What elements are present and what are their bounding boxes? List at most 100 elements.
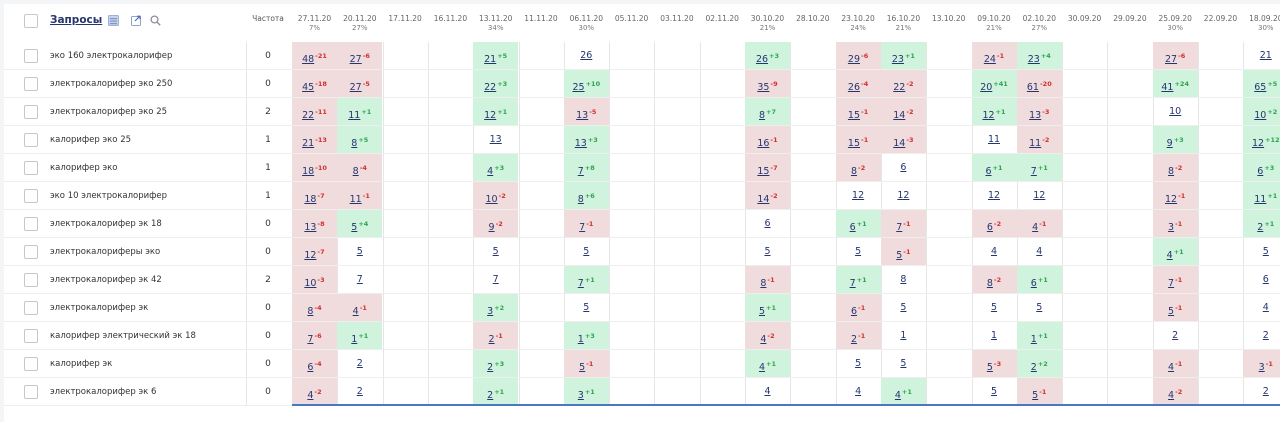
position-cell[interactable]: 2+3 [473,350,519,378]
position-cell[interactable]: 5 [972,378,1017,406]
position-rank[interactable]: 8 [577,194,584,205]
position-cell[interactable]: 7+1 [563,266,609,294]
position-value[interactable]: 12 [881,182,926,210]
position-cell[interactable]: 23+1 [880,42,926,70]
position-cell[interactable]: 5 [881,350,926,378]
position-rank[interactable]: 7 [579,222,586,233]
position-value[interactable]: 2 [1153,322,1198,350]
position-value[interactable]: 5 [881,294,926,322]
position-cell[interactable]: 4+1 [880,378,926,406]
position-rank[interactable]: 6 [764,218,771,229]
position-cell[interactable]: 11 [972,126,1017,154]
position-cell[interactable]: 7-1 [1152,266,1198,294]
position-value[interactable]: 1 [972,322,1017,350]
position-rank[interactable]: 13 [1029,110,1042,121]
position-cell[interactable]: 5 [337,238,382,266]
position-rank[interactable]: 14 [893,110,906,121]
position-rank[interactable]: 2 [487,362,494,373]
position-value[interactable]: 22-11 [292,98,337,130]
position-rank[interactable]: 7 [577,278,584,289]
position-value[interactable]: 4 [836,378,881,406]
position-rank[interactable]: 2 [1262,330,1269,341]
position-rank[interactable]: 6 [985,166,992,177]
position-value[interactable]: 5 [473,238,518,266]
position-value[interactable]: 2 [1243,378,1280,406]
position-rank[interactable]: 4 [990,246,998,257]
position-rank[interactable]: 4 [1036,246,1043,257]
position-cell[interactable]: 2 [1243,322,1280,350]
position-rank[interactable]: 4 [307,390,314,401]
position-rank[interactable]: 8 [850,166,857,177]
position-cell[interactable]: 1 [972,322,1017,350]
position-value[interactable]: 6-1 [836,294,881,326]
position-rank[interactable]: 12 [982,110,995,121]
position-value[interactable]: 12+1 [473,98,518,130]
position-rank[interactable]: 13 [574,138,587,149]
position-rank[interactable]: 22 [484,82,497,93]
position-rank[interactable]: 18 [302,166,315,177]
position-cell[interactable]: 7+1 [835,266,881,294]
position-cell[interactable]: 14-3 [880,126,926,154]
position-value[interactable]: 26 [564,42,609,70]
position-rank[interactable]: 8 [1168,166,1175,177]
position-rank[interactable]: 6 [1262,274,1269,285]
position-value[interactable]: 5 [881,350,926,378]
position-value[interactable]: 27-6 [1153,42,1198,74]
position-rank[interactable]: 1 [351,334,358,345]
position-value[interactable]: 11-1 [337,182,382,214]
position-cell[interactable]: 5+4 [337,210,383,238]
position-cell[interactable]: 21 [1243,42,1280,70]
position-rank[interactable]: 5 [900,302,907,313]
position-rank[interactable]: 8 [986,278,993,289]
position-rank[interactable]: 12 [1165,194,1178,205]
position-cell[interactable]: 8-4 [292,294,337,322]
position-value[interactable]: 12 [1017,182,1062,210]
position-value[interactable]: 7-1 [564,210,609,242]
position-value[interactable]: 5 [564,294,609,322]
position-rank[interactable]: 27 [349,54,362,65]
position-rank[interactable]: 9 [488,222,495,233]
position-value[interactable]: 16-1 [745,126,790,158]
position-cell[interactable]: 4 [745,378,790,406]
position-value[interactable]: 5 [972,294,1017,322]
position-rank[interactable]: 7 [849,278,856,289]
row-checkbox[interactable] [24,329,38,343]
position-cell[interactable]: 41+24 [1152,70,1198,98]
position-rank[interactable]: 4 [352,306,359,317]
position-rank[interactable]: 15 [757,166,770,177]
position-cell[interactable]: 18-7 [292,182,337,210]
position-value[interactable]: 12+12 [1243,126,1280,158]
position-value[interactable]: 7+1 [564,266,609,298]
position-rank[interactable]: 12 [1033,190,1046,201]
queries-title[interactable]: Запросы [50,14,103,26]
position-cell[interactable]: 13-5 [563,98,609,126]
position-value[interactable]: 65+5 [1243,70,1280,102]
position-cell[interactable]: 10-2 [473,182,519,210]
position-value[interactable]: 5+1 [745,294,790,326]
position-cell[interactable]: 29-6 [835,42,881,70]
position-value[interactable]: 45-18 [292,70,337,102]
position-rank[interactable]: 5 [1168,306,1175,317]
position-rank[interactable]: 5 [579,362,586,373]
position-cell[interactable]: 6+3 [1243,154,1280,182]
position-cell[interactable]: 5 [836,238,881,266]
position-cell[interactable]: 7-1 [880,210,926,238]
position-rank[interactable]: 8 [758,110,766,121]
position-cell[interactable]: 4-1 [1016,210,1062,238]
position-cell[interactable]: 5 [564,238,609,266]
position-cell[interactable]: 10 [1153,98,1198,126]
position-value[interactable]: 6+1 [972,154,1017,186]
position-cell[interactable]: 3+1 [563,378,609,406]
position-cell[interactable]: 12-7 [292,238,337,266]
position-value[interactable]: 5 [972,378,1017,406]
position-rank[interactable]: 20 [980,82,993,93]
position-rank[interactable]: 24 [983,54,996,65]
position-rank[interactable]: 4 [894,390,901,401]
position-cell[interactable]: 27-5 [337,70,383,98]
position-cell[interactable]: 12+12 [1243,126,1280,154]
row-checkbox[interactable] [24,245,38,259]
position-cell[interactable]: 5-1 [563,350,609,378]
position-cell[interactable]: 2 [1243,378,1280,406]
position-value[interactable]: 9-2 [473,210,518,242]
position-rank[interactable]: 2 [488,334,495,345]
